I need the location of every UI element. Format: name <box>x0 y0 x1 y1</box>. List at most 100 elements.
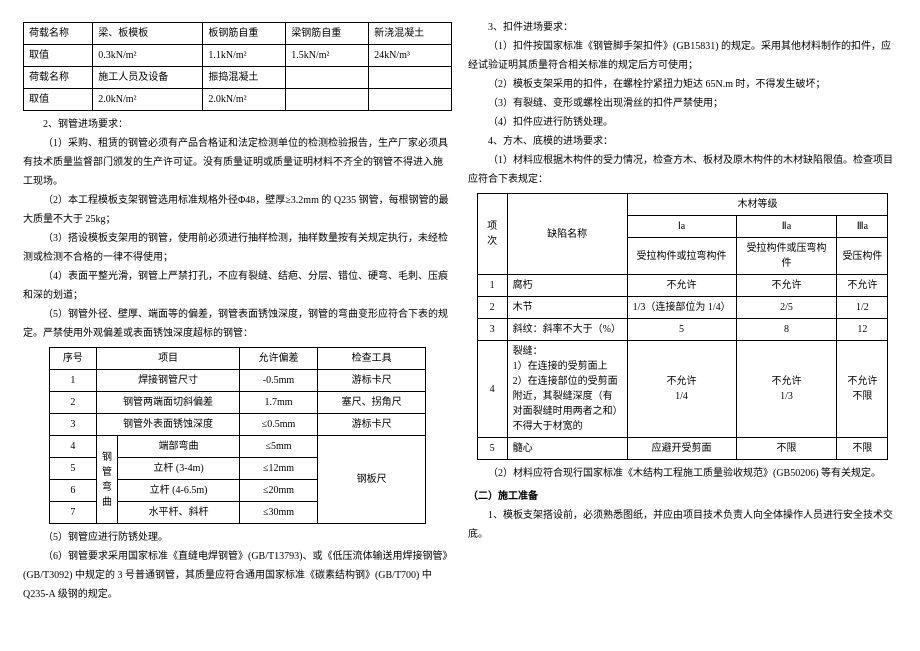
cell: 24kN/m³ <box>369 45 452 67</box>
para: （5）钢管应进行防锈处理。 <box>23 528 452 547</box>
para: （1）材料应根据木构件的受力情况，检查方木、板材及原木构件的木材缺陷限值。检查项… <box>468 151 897 189</box>
th: 项次 <box>477 194 507 275</box>
cell <box>369 67 452 89</box>
cell: 游标卡尺 <box>317 370 425 392</box>
cell: 2 <box>49 392 96 414</box>
para: （2）本工程模板支架钢管选用标准规格外径Φ48，壁厚≥3.2mm 的 Q235 … <box>23 191 452 229</box>
cell: 2 <box>477 297 507 319</box>
cell: ≤5mm <box>240 436 318 458</box>
cell: 端部弯曲 <box>118 436 240 458</box>
th: 检查工具 <box>317 348 425 370</box>
cell: 荷载名称 <box>24 23 93 45</box>
para: （3）有裂缝、变形或螺栓出现滑丝的扣件严禁使用； <box>468 94 897 113</box>
cell: 2.0kN/m² <box>93 89 203 111</box>
cell <box>286 67 369 89</box>
th: 木材等级 <box>627 194 888 216</box>
cell <box>369 89 452 111</box>
cell: 0.3kN/m² <box>93 45 203 67</box>
cell: 4 <box>477 341 507 438</box>
cell: 斜纹：斜率不大于（%） <box>507 319 627 341</box>
para: （2）模板支架采用的扣件，在螺栓拧紧扭力矩达 65N.m 时，不得发生破坏； <box>468 75 897 94</box>
cell: 施工人员及设备 <box>93 67 203 89</box>
cell: ≤30mm <box>240 502 318 524</box>
cell: 1 <box>477 275 507 297</box>
th: 允许偏差 <box>240 348 318 370</box>
tolerance-table: 序号 项目 允许偏差 检查工具 1 焊接钢管尺寸 -0.5mm 游标卡尺 2 钢… <box>49 347 427 524</box>
cell: 取值 <box>24 89 93 111</box>
cell: 不限 <box>837 438 888 460</box>
cell: 立杆 (3-4m) <box>118 458 240 480</box>
cell: 5 <box>627 319 736 341</box>
cell: 髓心 <box>507 438 627 460</box>
cell: 5 <box>477 438 507 460</box>
left-column: 荷载名称 梁、板模板 板钢筋自重 梁钢筋自重 新浇混凝土 取值 0.3kN/m²… <box>15 18 460 633</box>
section-heading: （二）施工准备 <box>468 487 897 506</box>
cell: 焊接钢管尺寸 <box>97 370 240 392</box>
para: （1）扣件按国家标准《钢管脚手架扣件》(GB15831) 的规定。采用其他材料制… <box>468 37 897 75</box>
cell: 钢板尺 <box>317 436 425 524</box>
cell: 1 <box>49 370 96 392</box>
para: （4）扣件应进行防锈处理。 <box>468 113 897 132</box>
cell: ≤12mm <box>240 458 318 480</box>
cell: 振捣混凝土 <box>203 67 286 89</box>
cell: 2/5 <box>736 297 837 319</box>
cell: ≤0.5mm <box>240 414 318 436</box>
cell: 4 <box>49 436 96 458</box>
cell: 1.5kN/m² <box>286 45 369 67</box>
para: （1）采购、租赁的钢管必须有产品合格证和法定检测单位的检测检验报告，生产厂家必须… <box>23 134 452 191</box>
wood-defect-table: 项次 缺陷名称 木材等级 Ⅰa Ⅱa Ⅲa 受拉构件或拉弯构件 受拉构件或压弯构… <box>477 193 889 460</box>
th: Ⅰa <box>627 216 736 238</box>
cell: 7 <box>49 502 96 524</box>
th: Ⅱa <box>736 216 837 238</box>
cell-merge: 钢管弯曲 <box>97 436 118 524</box>
cell: 梁、板模板 <box>93 23 203 45</box>
cell: 腐朽 <box>507 275 627 297</box>
cell: 6 <box>49 480 96 502</box>
th: 受拉构件或压弯构件 <box>736 238 837 275</box>
para: （4）表面平整光滑，钢管上严禁打孔，不应有裂缝、结疤、分层、错位、硬弯、毛刺、压… <box>23 267 452 305</box>
th: Ⅲa <box>837 216 888 238</box>
cell: 立杆 (4-6.5m) <box>118 480 240 502</box>
cell: 不限 <box>736 438 837 460</box>
th: 序号 <box>49 348 96 370</box>
cell: 木节 <box>507 297 627 319</box>
cell: 3 <box>477 319 507 341</box>
cell: 新浇混凝土 <box>369 23 452 45</box>
cell: ≤20mm <box>240 480 318 502</box>
para: （2）材料应符合现行国家标准《木结构工程施工质量验收规范》(GB50206) 等… <box>468 464 897 483</box>
cell: 不允许 <box>736 275 837 297</box>
cell: 板钢筋自重 <box>203 23 286 45</box>
para: （6）钢管要求采用国家标准《直缝电焊钢管》(GB/T13793)、或《低压流体输… <box>23 547 452 604</box>
cell: 1.1kN/m² <box>203 45 286 67</box>
para: （3）搭设模板支架用的钢管，使用前必须进行抽样检测，抽样数量按有关规定执行，未经… <box>23 229 452 267</box>
cell: 12 <box>837 319 888 341</box>
cell: 1/3（连接部位为 1/4） <box>627 297 736 319</box>
th: 缺陷名称 <box>507 194 627 275</box>
cell: 2.0kN/m² <box>203 89 286 111</box>
para: 2、钢管进场要求： <box>23 115 452 134</box>
th: 受拉构件或拉弯构件 <box>627 238 736 275</box>
cell: 不允许 <box>627 275 736 297</box>
th: 受压构件 <box>837 238 888 275</box>
para: 3、扣件进场要求： <box>468 18 897 37</box>
cell: 荷载名称 <box>24 67 93 89</box>
cell <box>286 89 369 111</box>
cell: 1/2 <box>837 297 888 319</box>
para: 4、方木、底模的进场要求： <box>468 132 897 151</box>
cell: 8 <box>736 319 837 341</box>
cell: 不允许 <box>837 275 888 297</box>
cell: 3 <box>49 414 96 436</box>
cell: 梁钢筋自重 <box>286 23 369 45</box>
cell: 应避开受剪面 <box>627 438 736 460</box>
right-column: 3、扣件进场要求： （1）扣件按国家标准《钢管脚手架扣件》(GB15831) 的… <box>460 18 905 633</box>
cell: 钢管外表面锈蚀深度 <box>97 414 240 436</box>
cell: -0.5mm <box>240 370 318 392</box>
para: （5）钢管外径、壁厚、端面等的偏差，钢管表面锈蚀深度，钢管的弯曲变形应符合下表的… <box>23 305 452 343</box>
load-table: 荷载名称 梁、板模板 板钢筋自重 梁钢筋自重 新浇混凝土 取值 0.3kN/m²… <box>23 22 452 111</box>
cell: 5 <box>49 458 96 480</box>
cell: 不允许 1/3 <box>736 341 837 438</box>
cell: 裂缝： 1）在连接的受剪面上 2）在连接部位的受剪面附近，其裂缝深度（有对面裂缝… <box>507 341 627 438</box>
th: 项目 <box>97 348 240 370</box>
cell: 不允许 不限 <box>837 341 888 438</box>
cell: 钢管两端面切斜偏差 <box>97 392 240 414</box>
